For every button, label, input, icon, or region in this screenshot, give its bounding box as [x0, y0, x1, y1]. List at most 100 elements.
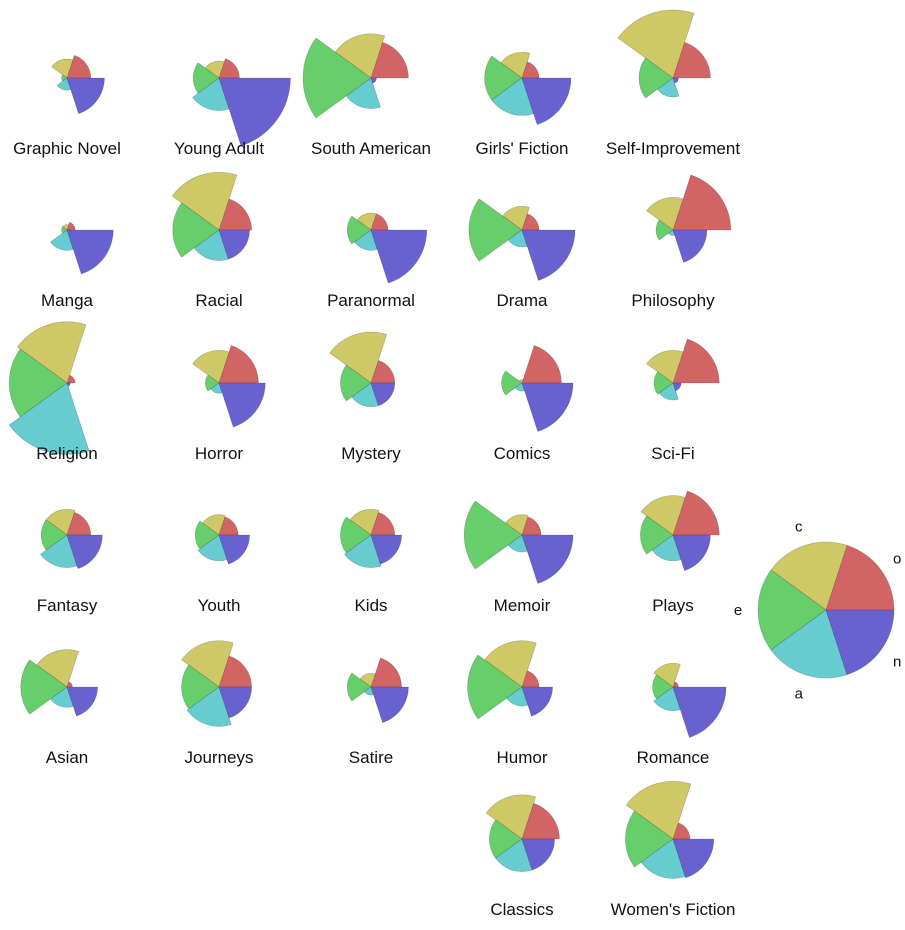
genre-label: Satire	[349, 748, 393, 767]
sector-a	[344, 534, 382, 568]
genre-label: Religion	[36, 444, 97, 463]
genre-label: Sci-Fi	[651, 444, 694, 463]
chart-fantasy: Fantasy	[37, 508, 103, 615]
genre-label: Youth	[198, 596, 241, 615]
sector-e	[638, 57, 674, 99]
chart-sci-fi: Sci-Fi	[646, 338, 720, 463]
sector-c	[45, 508, 76, 536]
sector-a	[192, 77, 230, 111]
sector-n	[66, 382, 71, 387]
sector-c	[646, 350, 684, 384]
sector-a	[351, 382, 379, 408]
sector-o	[521, 516, 542, 536]
sector-c	[625, 780, 692, 840]
legend-key-chart: o c e a n	[734, 518, 902, 702]
key-sector-n	[825, 609, 895, 676]
sector-c	[500, 51, 531, 79]
genre-label: Fantasy	[37, 596, 98, 615]
chart-religion: Religion	[8, 321, 98, 463]
sector-a	[506, 686, 529, 707]
genre-label: Classics	[490, 900, 553, 919]
sector-a	[50, 229, 74, 251]
sector-o	[672, 822, 691, 840]
sector-e	[346, 672, 372, 702]
key-label-c: c	[795, 518, 803, 535]
key-label-o: o	[893, 550, 901, 567]
sector-n	[672, 229, 708, 263]
sector-n	[672, 534, 711, 571]
sector-o	[370, 213, 389, 231]
sector-a	[491, 77, 534, 116]
genre-label: Paranormal	[327, 291, 415, 310]
sector-a	[197, 534, 228, 562]
sector-n	[218, 382, 266, 428]
sector-n	[521, 229, 576, 281]
sector-n	[370, 77, 377, 84]
sector-c	[356, 212, 377, 231]
sector-c	[329, 331, 388, 384]
sector-o	[672, 42, 711, 79]
sector-a	[8, 382, 90, 455]
sector-e	[467, 654, 523, 720]
sector-n	[66, 534, 103, 570]
sector-o	[218, 198, 252, 231]
chart-journeys: Journeys	[181, 640, 253, 767]
sector-a	[50, 686, 74, 708]
sector-n	[672, 77, 679, 84]
sector-e	[625, 810, 674, 868]
key-sector-e	[757, 569, 827, 651]
sector-c	[36, 649, 79, 688]
sector-e	[205, 374, 220, 392]
sector-n	[521, 77, 572, 125]
sector-n	[370, 534, 402, 565]
chart-south-american: South American	[302, 33, 431, 158]
sector-n	[521, 382, 574, 432]
chart-asian: Asian	[20, 649, 98, 767]
sector-a	[657, 77, 680, 98]
sector-c	[518, 379, 524, 384]
sector-e	[192, 62, 220, 94]
genre-label: Self-Improvement	[606, 139, 740, 158]
sector-c	[359, 673, 376, 688]
sector-o	[66, 54, 92, 79]
genre-label: Graphic Novel	[13, 139, 121, 158]
sector-e	[655, 219, 674, 241]
key-label-e: e	[734, 602, 742, 619]
sector-e	[340, 516, 372, 554]
genre-label: Mystery	[341, 444, 401, 463]
sector-a	[193, 229, 229, 261]
sector-n	[370, 229, 428, 284]
genre-label: Drama	[496, 291, 548, 310]
sector-e	[302, 37, 372, 119]
key-sector-o	[825, 544, 895, 611]
chart-graphic-novel: Graphic Novel	[13, 54, 121, 158]
sector-o	[218, 516, 239, 536]
sector-a	[514, 382, 525, 392]
sector-c	[181, 640, 234, 688]
sector-c	[62, 224, 70, 231]
sector-n	[370, 686, 409, 723]
key-sector-a	[770, 609, 848, 679]
genre-label: Manga	[41, 291, 94, 310]
sector-n	[521, 534, 574, 584]
sector-c	[646, 197, 684, 231]
sector-c	[653, 662, 681, 688]
sector-o	[521, 803, 560, 840]
sector-a	[653, 686, 681, 712]
sector-a	[345, 77, 381, 109]
sector-e	[501, 370, 523, 396]
sector-e	[652, 674, 674, 700]
sector-c	[171, 171, 238, 231]
sector-n	[218, 229, 250, 260]
sector-a	[640, 838, 686, 879]
sector-a	[210, 382, 223, 394]
sector-e	[8, 348, 68, 418]
genre-label: Plays	[652, 596, 694, 615]
sector-e	[653, 371, 674, 395]
sector-n	[218, 534, 250, 565]
sector-o	[521, 670, 540, 688]
sector-o	[66, 511, 92, 536]
sector-a	[507, 229, 528, 248]
sector-o	[370, 359, 396, 384]
